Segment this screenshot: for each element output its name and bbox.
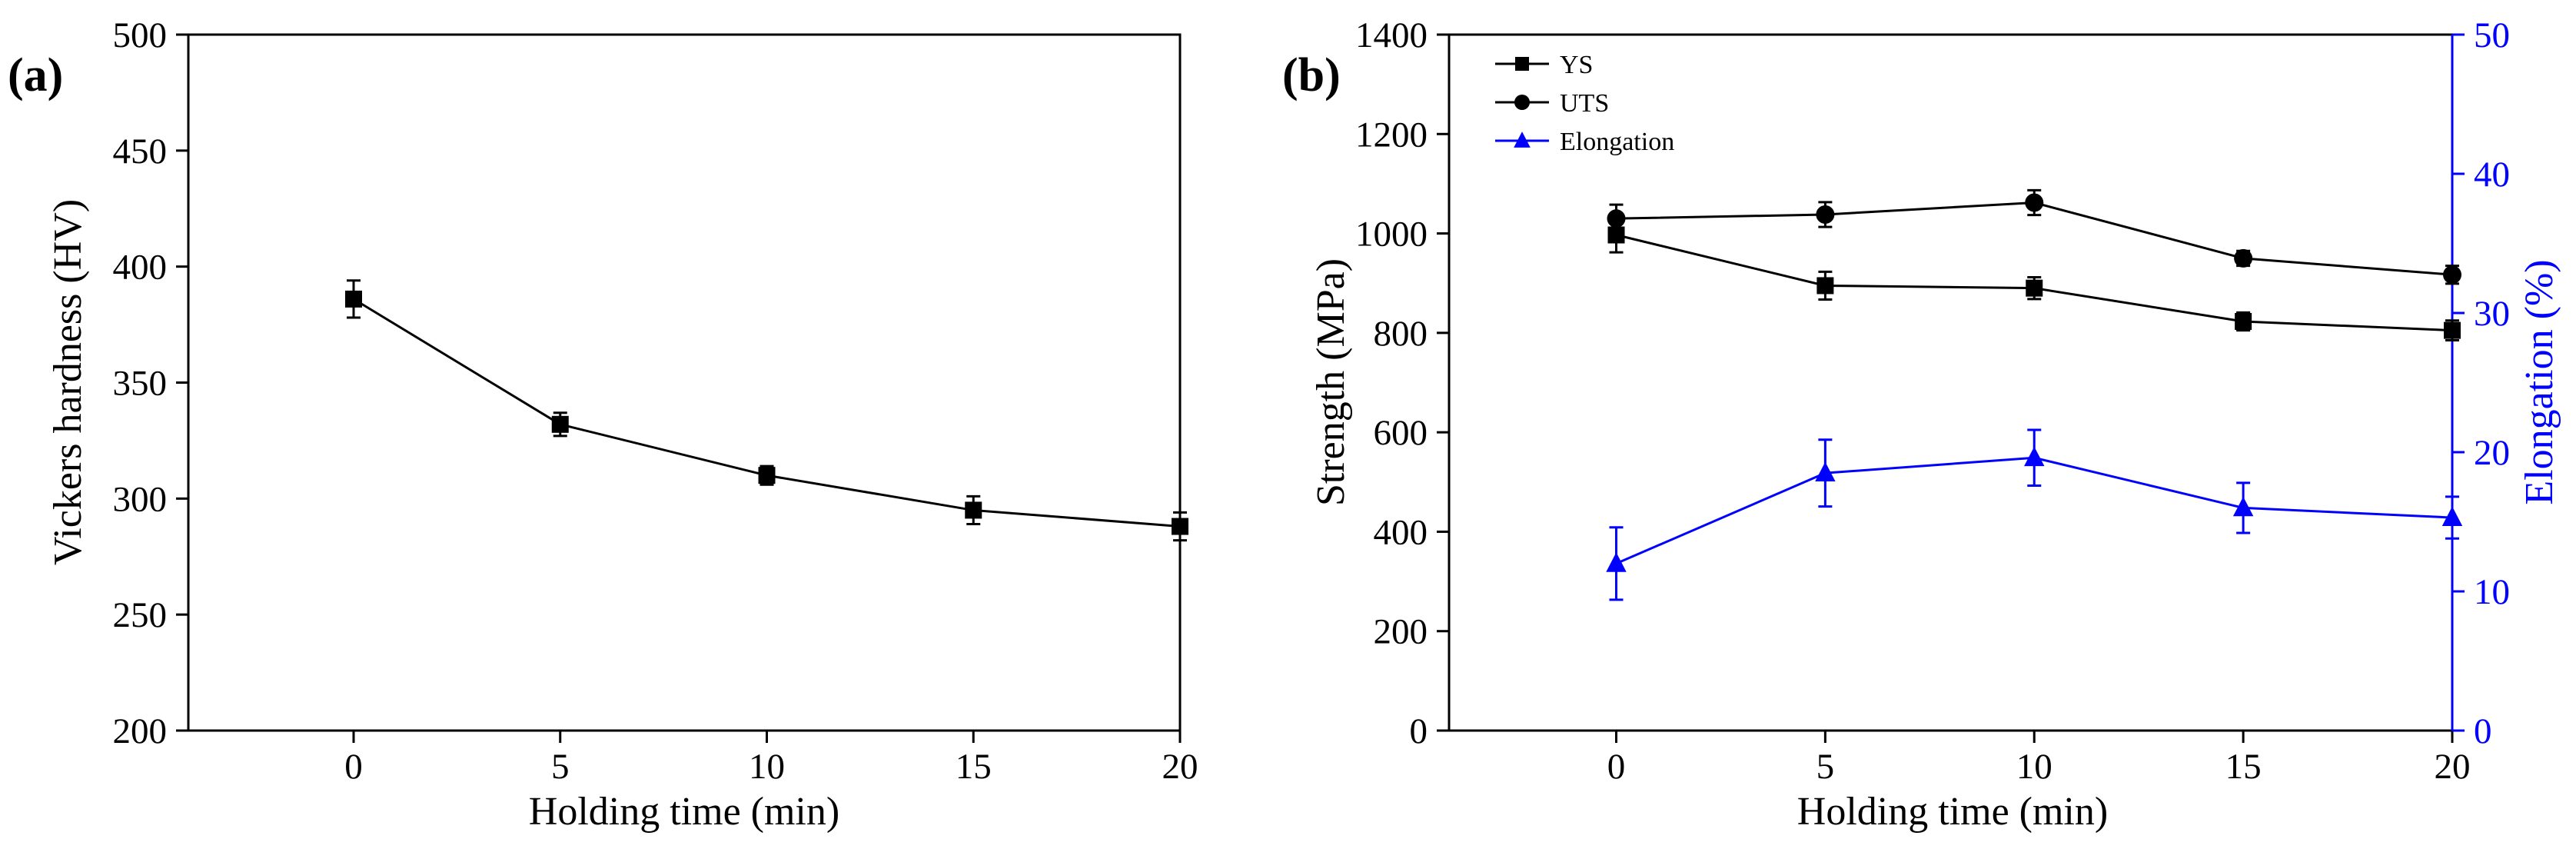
panel-b-series-1-point: [1816, 205, 1835, 225]
panel-b-x-tick-label: 0: [1607, 747, 1626, 787]
panel-a-hardness-chart: (a) 0 5 10 15 20 200 250 300 350 400 450 500 Holdin…: [8, 15, 1198, 834]
panel-b-legend-label-2: Elongation: [1560, 128, 1674, 156]
panel-b-axes: 0 5 10 15 2002004006008001000120014000102030…: [1355, 15, 2510, 787]
panel-b-x-tick-label: 10: [2016, 747, 2052, 787]
panel-a-x-axis-title: Holding time (min): [529, 790, 839, 834]
panel-b-x-axis-title: Holding time (min): [1797, 790, 2108, 834]
panel-b-series-1-point: [2025, 193, 2044, 212]
panel-b-y2-tick-label: 50: [2474, 15, 2510, 55]
panel-b-series-1-point: [1607, 209, 1626, 228]
panel-b-y2-axis-title: Elongation (%): [2518, 259, 2561, 504]
panel-b-series-0-point: [2444, 321, 2461, 339]
panel-b-y-tick-label: 400: [1374, 512, 1428, 552]
panel-a-y-axis-title: Vickers hardness (HV): [46, 199, 90, 565]
panel-a-x-tick-label: 5: [551, 747, 570, 787]
panel-b-legend-label-0: YS: [1560, 51, 1593, 79]
panel-a-x-tick-label: 20: [1162, 747, 1198, 787]
panel-a-y-tick-label: 350: [113, 364, 168, 404]
panel-a-x-tick-label: 15: [956, 747, 992, 787]
panel-a-series-0-point: [1172, 518, 1188, 535]
panel-b-legend-label-1: UTS: [1560, 89, 1609, 118]
panel-b-y2-tick-label: 0: [2474, 711, 2492, 751]
panel-a-series-0-point: [758, 467, 776, 484]
panel-b-x-tick-label: 20: [2435, 747, 2471, 787]
panel-b-y-tick-label: 1400: [1355, 15, 1428, 55]
panel-a-series-0-line: [353, 298, 1181, 528]
panel-b-legend: YS UTS Elongation: [1495, 51, 1674, 156]
panel-b-series-1-point: [2234, 248, 2253, 268]
panel-b-y-tick-label: 0: [1410, 711, 1428, 751]
panel-a-x-tick-label: 10: [749, 747, 785, 787]
panel-a-y-tick-label: 300: [113, 479, 168, 519]
panel-b-y-tick-label: 600: [1374, 413, 1428, 453]
panel-b-series-1-point: [2443, 265, 2461, 285]
panel-b-y-tick-label: 1000: [1355, 215, 1428, 255]
panel-a-plot-frame: [187, 33, 1182, 732]
panel-a-x-tick-label: 0: [344, 747, 363, 787]
panel-a-y-tick-label: 400: [113, 248, 168, 288]
panel-b-series-2-point: [1815, 461, 1836, 482]
panel-b-y-tick-label: 1200: [1355, 115, 1428, 155]
panel-b-legend-marker-0: [1515, 57, 1529, 71]
panel-b-label: (b): [1282, 49, 1341, 102]
panel-a-series-layer: [345, 279, 1188, 542]
panel-a-y-tick-label: 250: [113, 595, 168, 635]
panel-b-x-tick-label: 15: [2225, 747, 2262, 787]
panel-b-series-0-point: [1816, 277, 1834, 295]
panel-b-y-tick-label: 800: [1374, 314, 1428, 354]
panel-b-series-layer: [1606, 188, 2463, 601]
panel-a-y-tick-label: 500: [113, 15, 168, 55]
panel-b-legend-marker-1: [1514, 95, 1530, 110]
panel-b-y-tick-label: 200: [1374, 612, 1428, 652]
panel-b-series-0-point: [1607, 226, 1625, 244]
panel-a-series-0-point: [345, 290, 362, 308]
panel-a-label: (a): [8, 49, 63, 102]
panel-a-axes: 0 5 10 15 20 200 250 300 350 400 450 500: [113, 15, 1198, 787]
panel-b-series-2-point: [2441, 506, 2463, 526]
panel-b-series-0-point: [2235, 312, 2252, 330]
panel-b-series-2-point: [1606, 552, 1627, 572]
panel-b-y2-tick-label: 20: [2474, 433, 2510, 473]
panel-b-series-2-point: [2232, 496, 2254, 517]
panel-b-x-tick-label: 5: [1816, 747, 1835, 787]
panel-b-y2-tick-label: 10: [2474, 572, 2510, 612]
panel-b-series-2-point: [2024, 446, 2045, 467]
panel-a-y-tick-label: 450: [113, 132, 168, 171]
panel-b-legend-marker-2: [1514, 132, 1531, 148]
panel-b-y2-tick-label: 40: [2474, 155, 2510, 195]
panel-b-series-0-point: [2026, 279, 2043, 297]
panel-a-series-0-point: [965, 501, 982, 519]
panel-a-series-0-point: [551, 415, 569, 433]
panel-b-y2-tick-label: 30: [2474, 294, 2510, 334]
panel-b-strength-chart: (b) 0 5 10 15 200200400600800100012001400010…: [1282, 15, 2561, 834]
panel-a-y-tick-label: 200: [113, 711, 168, 751]
panel-b-y-axis-title: Strength (MPa): [1309, 258, 1353, 506]
